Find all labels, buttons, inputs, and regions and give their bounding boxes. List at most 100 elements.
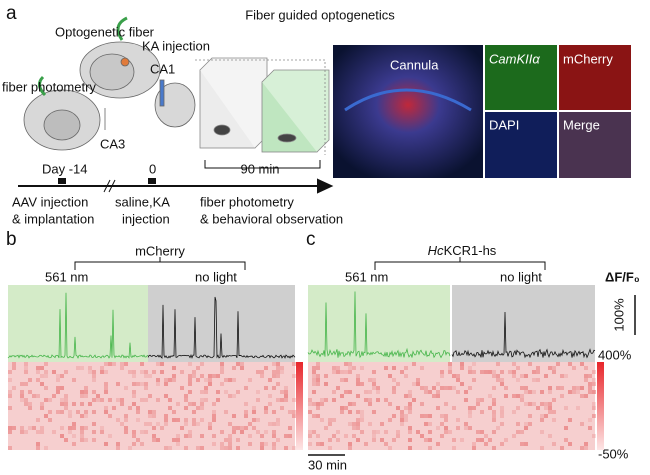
heatmap-cell <box>328 418 332 422</box>
heatmap-cell <box>272 446 276 450</box>
heatmap-cell <box>316 378 320 382</box>
brain-schematic <box>23 16 196 151</box>
heatmap-cell <box>36 366 40 370</box>
heatmap-cell <box>212 442 216 446</box>
heatmap-cell <box>312 378 316 382</box>
heatmap-cell <box>188 430 192 434</box>
heatmap-cell <box>228 422 232 426</box>
heatmap-cell <box>224 390 228 394</box>
heatmap-cell <box>244 414 248 418</box>
heatmap-cell <box>508 370 512 374</box>
heatmap-cell <box>504 394 508 398</box>
heatmap-cell <box>584 394 588 398</box>
heatmap-cell <box>272 422 276 426</box>
heatmap-cell <box>468 406 472 410</box>
heatmap-cell <box>564 374 568 378</box>
panel-label: b <box>6 229 17 250</box>
heatmap-cell <box>452 406 456 410</box>
heatmap-cell <box>360 366 364 370</box>
heatmap-cell <box>344 390 348 394</box>
heatmap-cell <box>488 406 492 410</box>
heatmap-cell <box>540 446 544 450</box>
heatmap-cell <box>68 410 72 414</box>
label: & behavioral observation <box>200 211 343 226</box>
trace <box>307 291 451 359</box>
heatmap-cell <box>580 394 584 398</box>
heatmap-cell <box>276 366 280 370</box>
heatmap-cell <box>52 394 56 398</box>
heatmap-cell <box>580 386 584 390</box>
heatmap-cell <box>244 402 248 406</box>
heatmap-cell <box>176 402 180 406</box>
heatmap-cell <box>584 378 588 382</box>
heatmap-cell <box>280 406 284 410</box>
heatmap-cell <box>496 378 500 382</box>
heatmap-cell <box>548 366 552 370</box>
heatmap-cell <box>360 410 364 414</box>
heatmap-cell <box>44 370 48 374</box>
heatmap-cell <box>516 430 520 434</box>
heatmap-cell <box>148 422 152 426</box>
heatmap-cell <box>72 422 76 426</box>
heatmap-cell <box>164 422 168 426</box>
heatmap-cell <box>336 430 340 434</box>
trace <box>451 311 596 359</box>
heatmap-cell <box>240 430 244 434</box>
heatmap-cell <box>140 382 144 386</box>
label: Cannula <box>390 57 439 72</box>
heatmap-cell <box>84 414 88 418</box>
heatmap-cell <box>276 438 280 442</box>
heatmap-cell <box>468 386 472 390</box>
heatmap-cell <box>120 366 124 370</box>
heatmap-cell <box>156 438 160 442</box>
heatmap-cell <box>348 402 352 406</box>
heatmap-cell <box>128 406 132 410</box>
heatmap-cell <box>392 386 396 390</box>
heatmap-cell <box>204 378 208 382</box>
heatmap-cell <box>104 362 108 366</box>
heatmap-cell <box>500 378 504 382</box>
heatmap-cell <box>252 426 256 430</box>
heatmap-cell <box>36 430 40 434</box>
heatmap-cell <box>408 446 412 450</box>
heatmap-cell <box>260 446 264 450</box>
heatmap-cell <box>108 434 112 438</box>
heatmap-cell <box>524 386 528 390</box>
heatmap-cell <box>268 402 272 406</box>
heatmap-cell <box>576 386 580 390</box>
heatmap-cell <box>164 446 168 450</box>
heatmap-cell <box>24 366 28 370</box>
heatmap-cell <box>240 362 244 366</box>
heatmap-cell <box>8 430 12 434</box>
heatmap-cell <box>100 398 104 402</box>
heatmap-cell <box>312 370 316 374</box>
heatmap-cell <box>64 438 68 442</box>
heatmap-cell <box>424 414 428 418</box>
heatmap-cell <box>520 394 524 398</box>
heatmap-cell <box>276 418 280 422</box>
heatmap-cell <box>348 410 352 414</box>
heatmap-cell <box>448 370 452 374</box>
heatmap-cell <box>36 370 40 374</box>
heatmap-cell <box>360 430 364 434</box>
heatmap-cell <box>180 370 184 374</box>
heatmap-cell <box>512 410 516 414</box>
micrograph <box>559 45 631 110</box>
heatmap-cell <box>308 430 312 434</box>
heatmap-cell <box>400 422 404 426</box>
heatmap-cell <box>284 398 288 402</box>
heatmap-cell <box>164 394 168 398</box>
heatmap-cell <box>80 366 84 370</box>
heatmap-cell <box>192 418 196 422</box>
heatmap-cell <box>520 430 524 434</box>
heatmap-cell <box>104 382 108 386</box>
heatmap-cell <box>272 362 276 366</box>
heatmap-cell <box>208 374 212 378</box>
heatmap-cell <box>344 406 348 410</box>
heatmap-cell <box>376 390 380 394</box>
heatmap-cell <box>160 426 164 430</box>
heatmap-cell <box>568 442 572 446</box>
heatmap-cell <box>240 426 244 430</box>
colorbar <box>597 362 604 450</box>
heatmap-cell <box>344 434 348 438</box>
